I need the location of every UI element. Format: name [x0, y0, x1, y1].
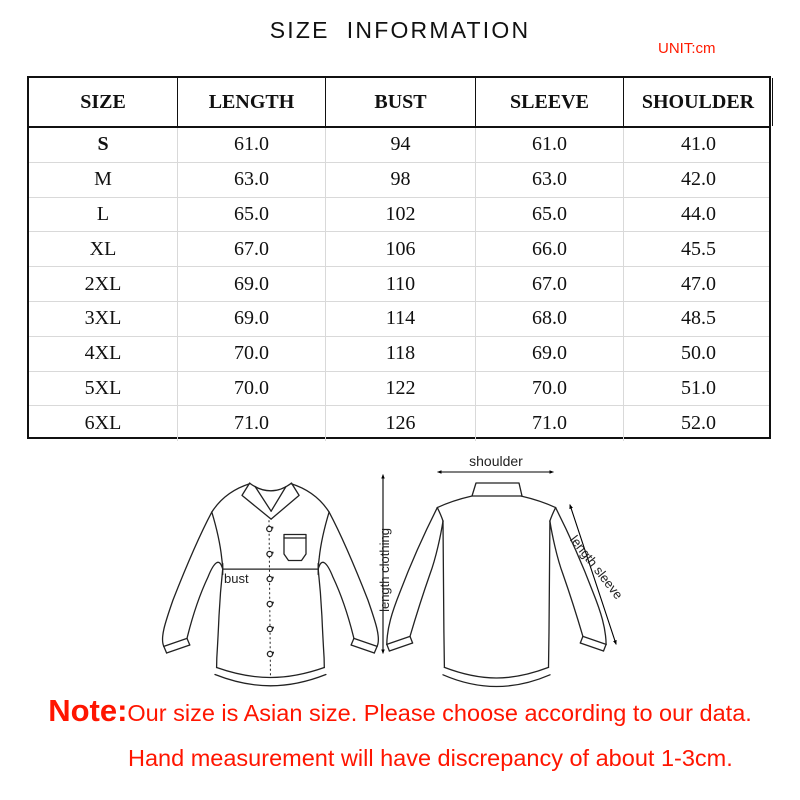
svg-text:length clothing: length clothing [377, 528, 392, 612]
svg-text:bust: bust [224, 571, 249, 586]
svg-text:length sleeve: length sleeve [567, 532, 626, 602]
svg-text:shoulder: shoulder [469, 453, 523, 469]
